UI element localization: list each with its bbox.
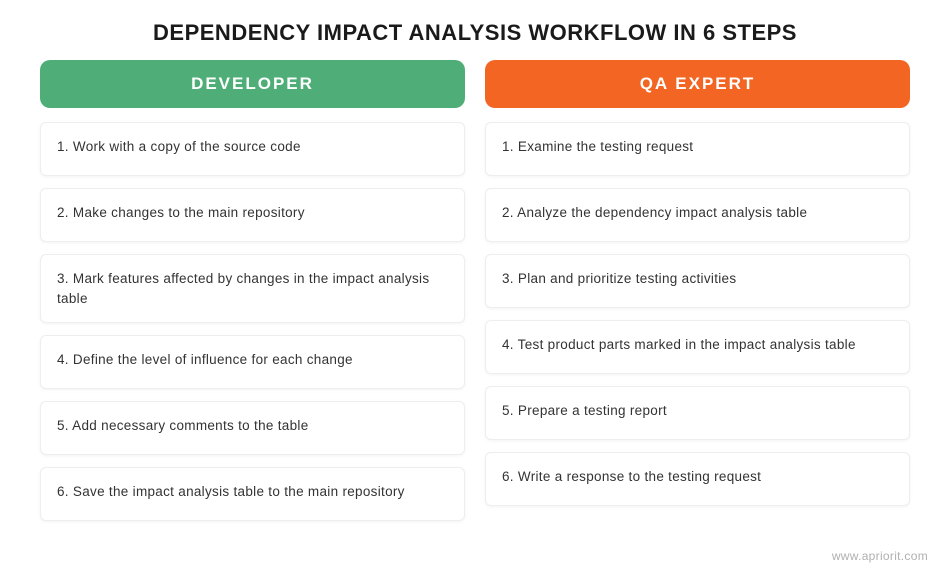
qa-step-4: 4. Test product parts marked in the impa… [485,320,910,374]
developer-column: DEVELOPER 1. Work with a copy of the sou… [40,60,465,533]
qa-header: QA EXPERT [485,60,910,108]
qa-step-1: 1. Examine the testing request [485,122,910,176]
qa-column: QA EXPERT 1. Examine the testing request… [485,60,910,533]
developer-step-1: 1. Work with a copy of the source code [40,122,465,176]
qa-step-3: 3. Plan and prioritize testing activitie… [485,254,910,308]
page-title: DEPENDENCY IMPACT ANALYSIS WORKFLOW IN 6… [0,0,950,60]
developer-step-2: 2. Make changes to the main repository [40,188,465,242]
developer-step-4: 4. Define the level of influence for eac… [40,335,465,389]
developer-header: DEVELOPER [40,60,465,108]
workflow-columns: DEVELOPER 1. Work with a copy of the sou… [0,60,950,533]
developer-step-3: 3. Mark features affected by changes in … [40,254,465,323]
developer-step-6: 6. Save the impact analysis table to the… [40,467,465,521]
qa-step-6: 6. Write a response to the testing reque… [485,452,910,506]
qa-step-5: 5. Prepare a testing report [485,386,910,440]
developer-step-5: 5. Add necessary comments to the table [40,401,465,455]
footer-credit: www.apriorit.com [832,549,928,563]
qa-step-2: 2. Analyze the dependency impact analysi… [485,188,910,242]
